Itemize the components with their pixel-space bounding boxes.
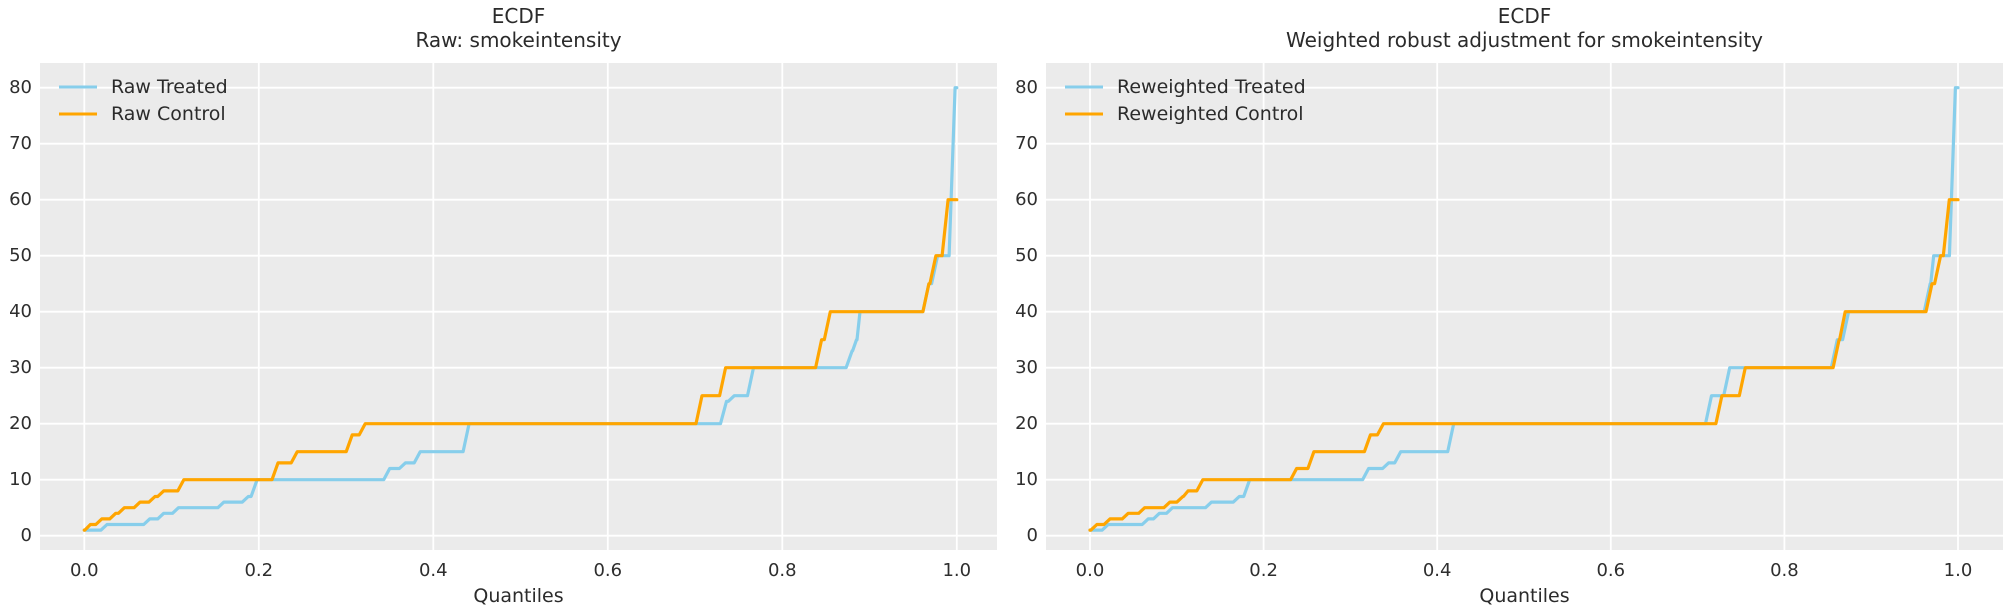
legend-item-raw-treated: Raw Treated <box>58 75 228 98</box>
y-tick-label: 30 <box>9 356 32 378</box>
legend-line-icon <box>1065 85 1103 88</box>
legend-item-reweighted-treated: Reweighted Treated <box>1064 75 1306 98</box>
x-tick-label: 0.8 <box>767 560 797 581</box>
y-tick-label: 80 <box>9 76 32 98</box>
legend-item-reweighted-control: Reweighted Control <box>1064 102 1306 125</box>
plot1-title-line2: Raw: smokeintensity <box>415 27 622 52</box>
y-tick-label: 70 <box>9 132 32 154</box>
legend-line-icon <box>59 85 97 88</box>
plot2-legend: Reweighted Treated Reweighted Control <box>1064 75 1306 125</box>
legend-line-icon <box>59 112 97 115</box>
x-tick-label: 0.6 <box>593 560 623 581</box>
x-tick-label: 0.8 <box>1770 560 1799 581</box>
y-tick-label: 40 <box>9 300 32 322</box>
y-tick-label: 10 <box>9 468 32 490</box>
plot-background <box>1046 63 2003 550</box>
y-tick-label: 20 <box>9 412 32 434</box>
y-tick-label: 50 <box>1015 244 1038 266</box>
plot1-legend: Raw Treated Raw Control <box>58 75 228 125</box>
x-tick-label: 0.0 <box>1075 560 1105 581</box>
x-tick-label: 0.6 <box>1596 560 1626 581</box>
y-tick-label: 60 <box>9 188 32 210</box>
y-tick-label: 0 <box>20 524 32 546</box>
x-tick-label: 1.0 <box>942 560 972 581</box>
x-tick-label: 0.2 <box>1249 560 1278 581</box>
y-tick-label: 60 <box>1015 188 1038 210</box>
x-tick-label: 0.4 <box>418 560 448 581</box>
plot-background <box>40 63 997 550</box>
y-tick-label: 80 <box>1015 76 1038 98</box>
plot2-title: ECDF Weighted robust adjustment for smok… <box>1046 4 2003 52</box>
y-tick-label: 70 <box>1015 132 1038 154</box>
y-tick-label: 20 <box>1015 412 1038 434</box>
y-tick-label: 30 <box>1015 356 1038 378</box>
y-tick-label: 50 <box>9 244 32 266</box>
plot2-title-line1: ECDF <box>1497 4 1552 28</box>
legend-label: Raw Treated <box>111 75 228 98</box>
y-tick-label: 0 <box>1026 524 1038 546</box>
x-tick-label: 0.2 <box>244 560 274 581</box>
x-tick-label: 0.4 <box>1422 560 1452 581</box>
legend-label: Raw Control <box>111 102 226 125</box>
x-tick-label: 0.0 <box>69 560 99 581</box>
legend-item-raw-control: Raw Control <box>58 102 228 125</box>
curve-raw-control <box>82 198 959 532</box>
plot2-title-line2: Weighted robust adjustment for smokeinte… <box>1285 27 1764 52</box>
y-tick-label: 40 <box>1015 300 1038 322</box>
plot1-title: ECDF Raw: smokeintensity <box>40 4 997 52</box>
legend-label: Reweighted Control <box>1117 102 1304 125</box>
plot1-title-line1: ECDF <box>491 4 546 28</box>
y-tick-label: 10 <box>1015 468 1038 490</box>
x-tick-label: 1.0 <box>1943 560 1973 581</box>
legend-label: Reweighted Treated <box>1117 75 1306 98</box>
curve-reweighted-control <box>1088 198 1960 532</box>
legend-line-icon <box>1065 112 1103 115</box>
plot1-x-axis-label: Quantiles <box>473 585 564 607</box>
plot2-x-axis-label: Quantiles <box>1479 585 1570 607</box>
